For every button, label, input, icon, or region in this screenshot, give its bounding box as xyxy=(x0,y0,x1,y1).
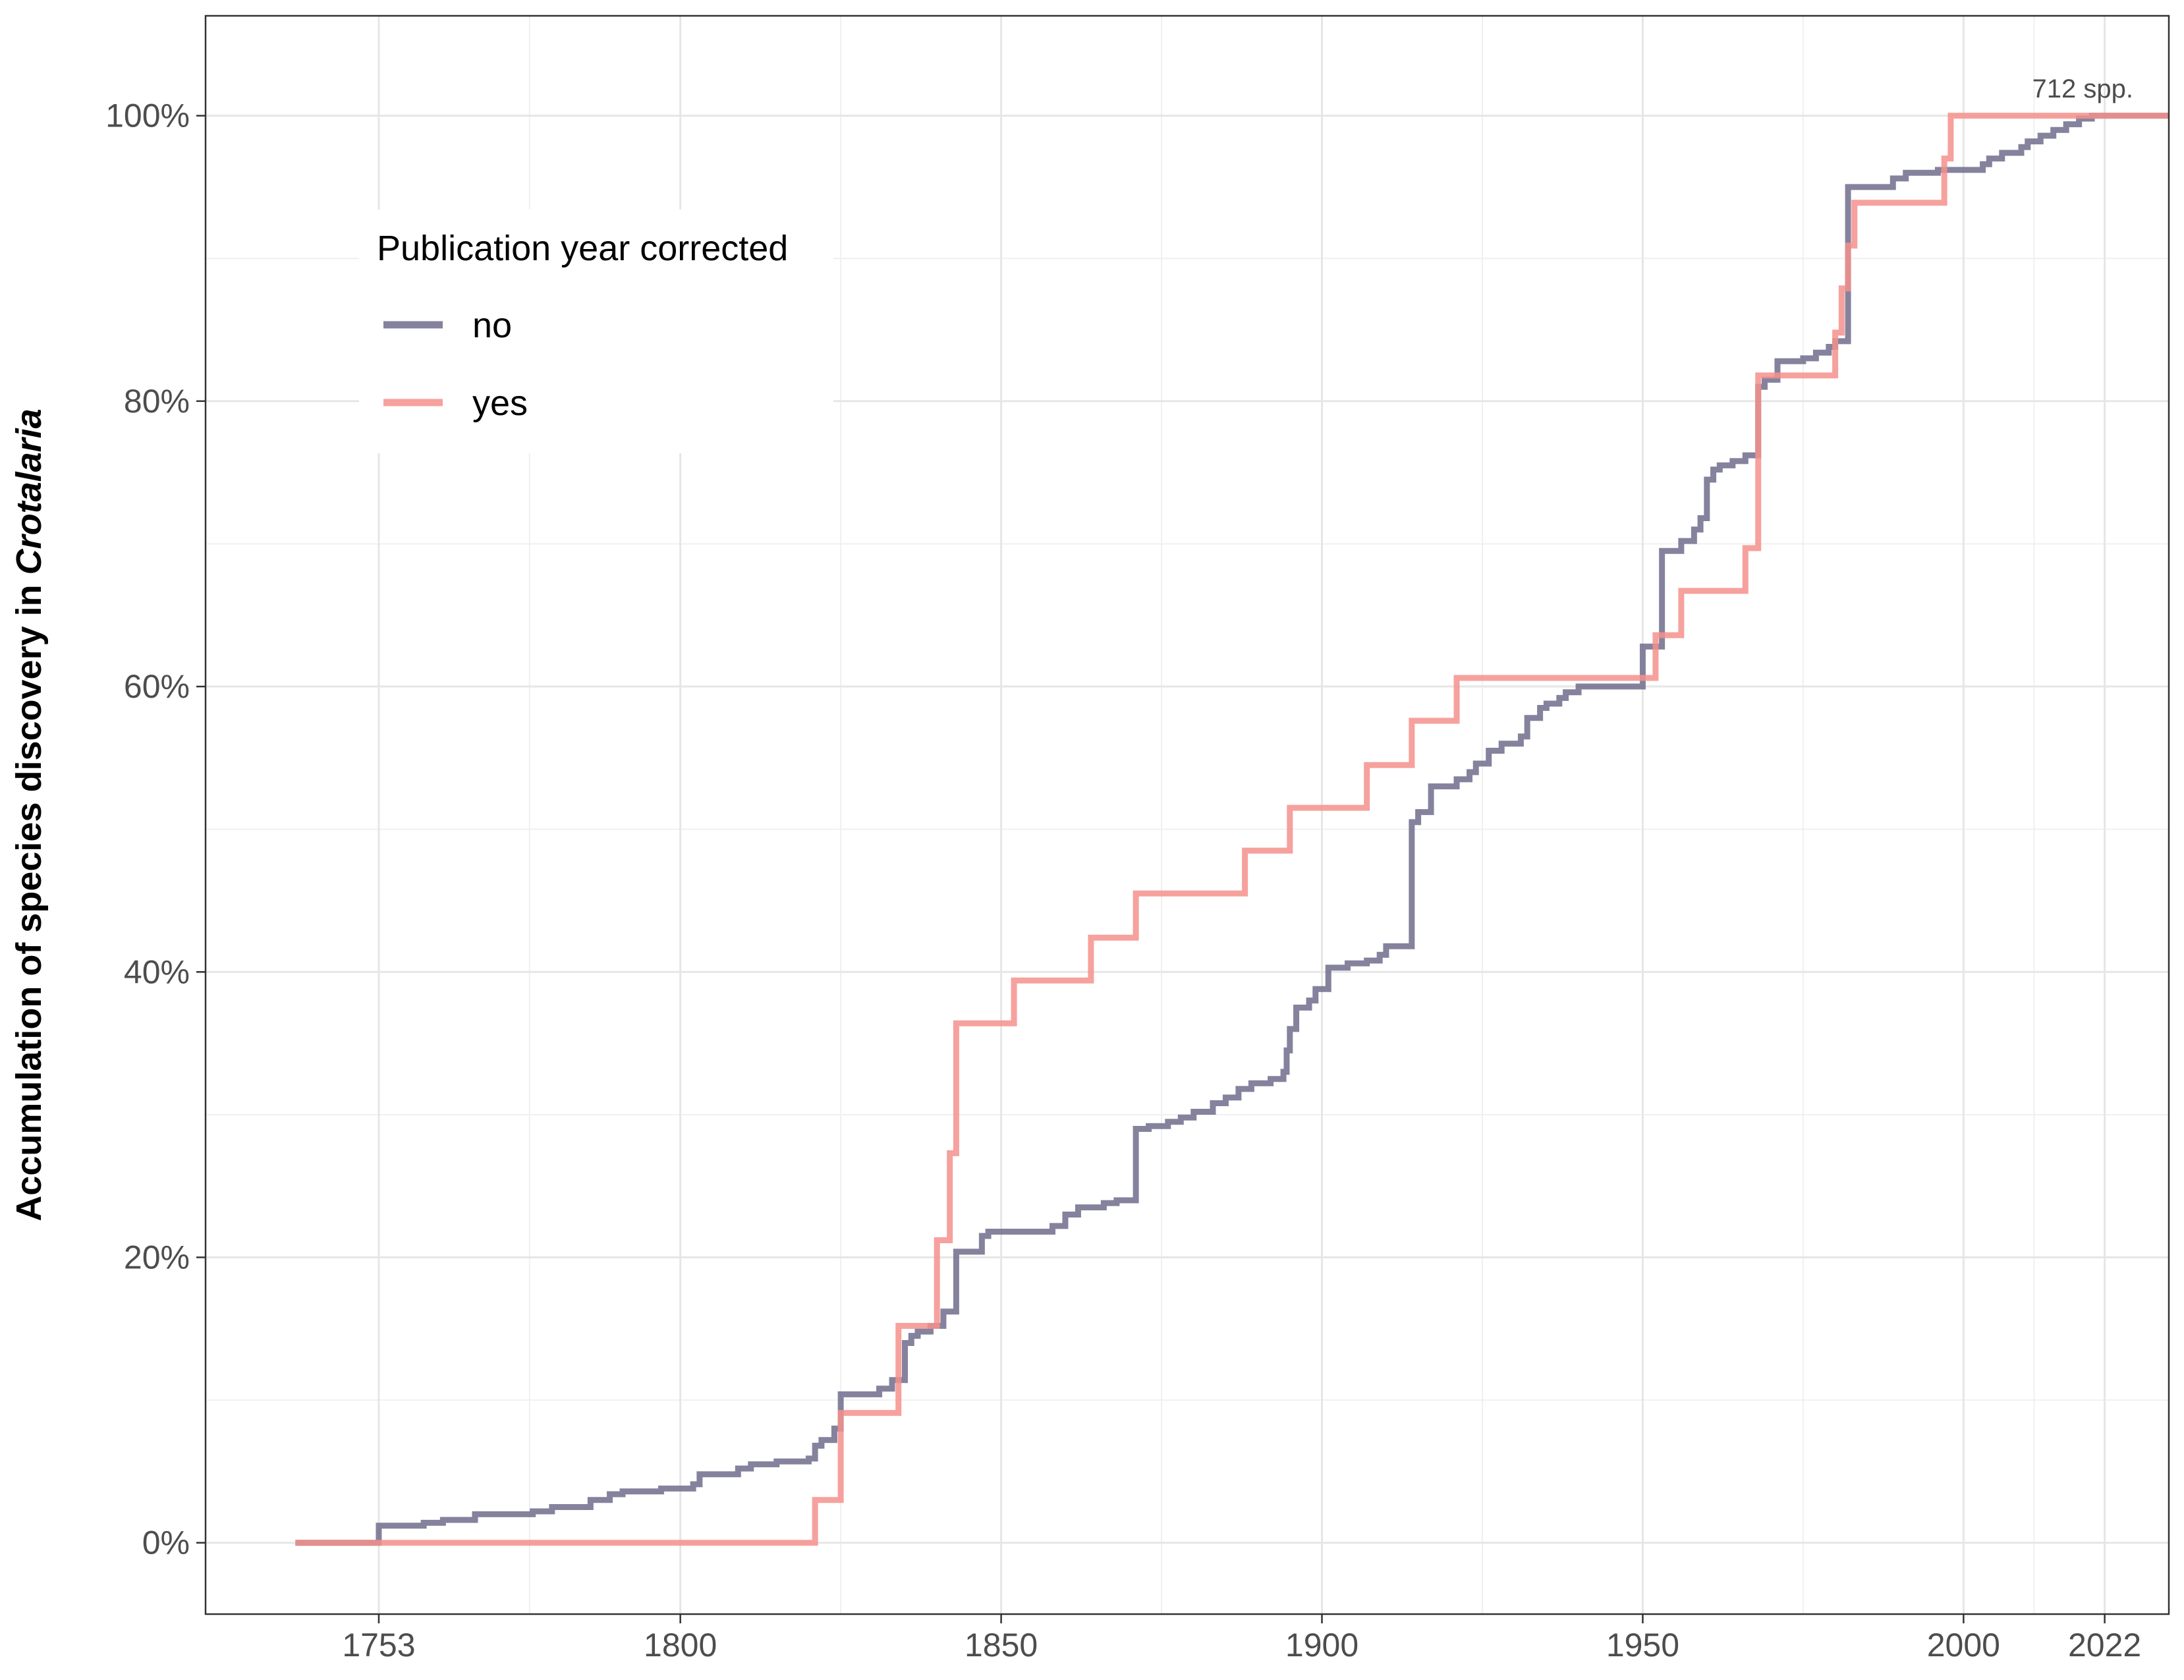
legend-label-no: no xyxy=(472,306,512,345)
legend-label-yes: yes xyxy=(472,383,528,423)
legend: Publication year corrected no yes xyxy=(359,210,833,453)
species-count-annotation: 712 spp. xyxy=(2032,74,2133,103)
y-tick-label: 60% xyxy=(124,668,190,705)
x-axis: 1753 1800 1850 1900 1950 2000 2022 xyxy=(342,1614,2141,1664)
x-tick-label: 1900 xyxy=(1285,1627,1358,1664)
x-tick-label: 2022 xyxy=(2068,1627,2141,1664)
y-tick-label: 100% xyxy=(105,98,190,134)
x-tick-label: 1950 xyxy=(1606,1627,1679,1664)
legend-background xyxy=(359,210,833,453)
y-axis: 0% 20% 40% 60% 80% 100% xyxy=(105,98,206,1561)
x-tick-label: 2000 xyxy=(1927,1627,2000,1664)
y-axis-title-text: Accumulation of species discovery in xyxy=(9,574,49,1221)
y-tick-label: 20% xyxy=(124,1239,190,1275)
y-tick-label: 0% xyxy=(142,1525,190,1561)
y-axis-title-genus: Crotalaria xyxy=(9,408,49,574)
y-axis-title: Accumulation of species discovery in Cro… xyxy=(9,408,49,1221)
legend-title: Publication year corrected xyxy=(377,229,788,268)
x-tick-label: 1850 xyxy=(965,1627,1038,1664)
plot-panel-border xyxy=(204,14,2170,1615)
series-lines xyxy=(295,113,2169,1546)
y-tick-label: 80% xyxy=(124,383,190,420)
legend-entries: no yes xyxy=(383,306,528,423)
y-tick-label: 40% xyxy=(124,953,190,990)
series-line-no xyxy=(295,113,2169,1546)
series-line-yes xyxy=(295,113,2169,1546)
x-tick-label: 1800 xyxy=(644,1627,717,1664)
x-tick-label: 1753 xyxy=(342,1627,415,1664)
